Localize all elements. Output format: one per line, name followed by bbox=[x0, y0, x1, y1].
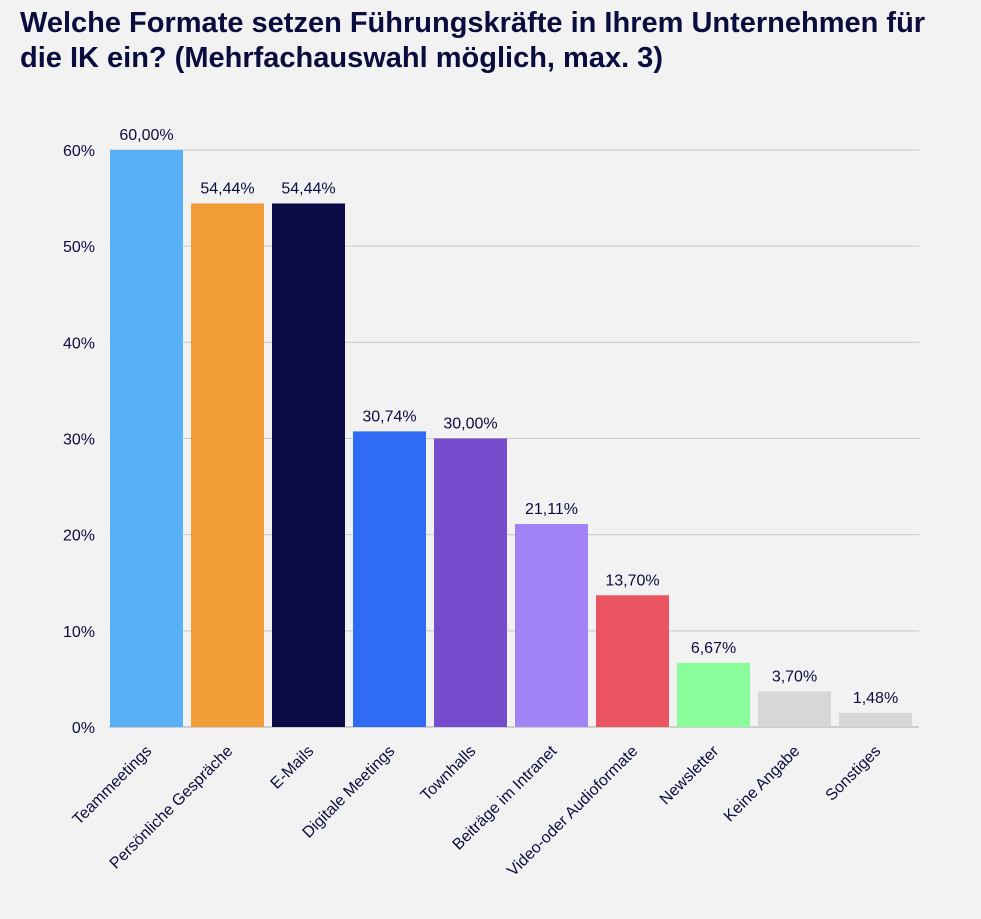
bars bbox=[110, 150, 912, 727]
data-labels: 60,00% 54,44% 54,44% 30,74% 30,00% 21,11% 13,7… bbox=[119, 127, 898, 707]
bar bbox=[191, 203, 264, 727]
bar bbox=[677, 662, 750, 727]
x-tick-label: Video-oder Audioformate bbox=[504, 743, 641, 880]
bar bbox=[272, 203, 345, 727]
data-label: 6,67% bbox=[691, 640, 736, 657]
bar bbox=[758, 691, 831, 727]
x-tick-label: Teammeetings bbox=[70, 743, 156, 829]
bar bbox=[110, 150, 183, 727]
x-tick-label: Newsletter bbox=[657, 742, 723, 808]
y-tick-label: 10% bbox=[63, 624, 95, 641]
bar bbox=[596, 595, 669, 727]
x-tick-label: Keine Angabe bbox=[721, 743, 804, 826]
data-label: 3,70% bbox=[772, 668, 817, 685]
y-tick-label: 60% bbox=[63, 143, 95, 160]
y-tick-label: 40% bbox=[63, 335, 95, 352]
data-label: 21,11% bbox=[525, 501, 578, 518]
data-label: 54,44% bbox=[200, 180, 254, 197]
data-label: 60,00% bbox=[119, 127, 173, 144]
data-label: 13,70% bbox=[605, 572, 659, 589]
bar bbox=[839, 712, 912, 727]
data-label: 30,74% bbox=[362, 408, 416, 425]
bar bbox=[353, 431, 426, 727]
y-tick-label: 0% bbox=[72, 720, 95, 737]
y-tick-label: 30% bbox=[63, 432, 95, 449]
y-axis: 0% 10% 20% 30% 40% 50% 60% bbox=[63, 143, 95, 737]
bar bbox=[434, 438, 507, 727]
data-label: 30,00% bbox=[443, 416, 497, 433]
x-tick-label: Townhalls bbox=[418, 743, 480, 805]
chart-title: Welche Formate setzen Führungskräfte in … bbox=[20, 7, 926, 74]
x-tick-label: E-Mails bbox=[268, 743, 318, 793]
data-label: 1,48% bbox=[853, 690, 898, 707]
x-tick-label: Sonstiges bbox=[823, 743, 885, 805]
y-tick-label: 20% bbox=[63, 528, 95, 545]
data-label: 54,44% bbox=[281, 180, 335, 197]
y-tick-label: 50% bbox=[63, 239, 95, 256]
bar bbox=[515, 523, 588, 727]
